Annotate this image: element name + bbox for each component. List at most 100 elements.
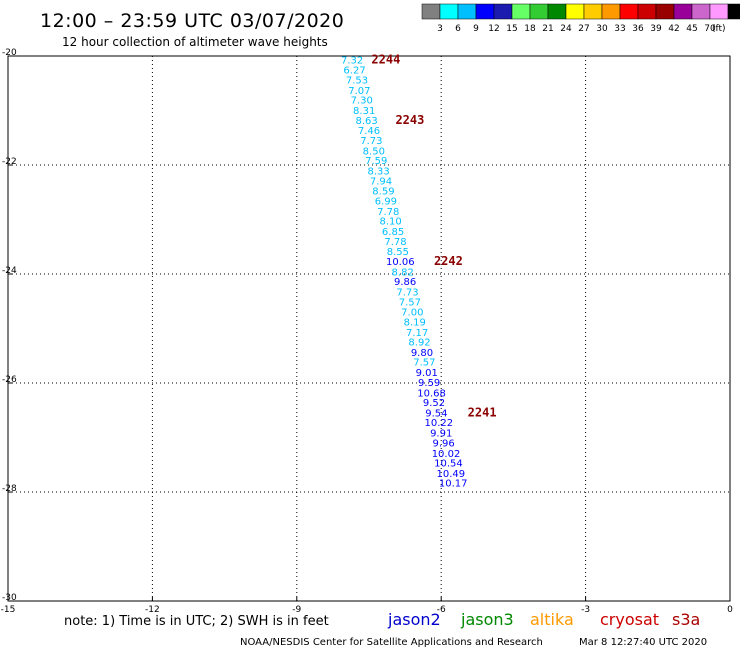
y-tick-label: -22 — [2, 157, 17, 167]
legend-swatch — [547, 3, 567, 20]
pass-number-label: 2242 — [434, 254, 463, 268]
satellite-label-altika: altika — [530, 610, 574, 629]
y-tick-label: -30 — [2, 593, 17, 603]
wave-height-label: 10.68 — [417, 388, 446, 399]
wave-height-label: 10.02 — [432, 449, 461, 460]
legend-label: 36 — [632, 24, 644, 34]
wave-height-label: 6.27 — [343, 66, 365, 77]
wave-height-labels: 7.326.277.537.077.308.318.637.467.738.50… — [341, 55, 468, 489]
wave-height-label: 6.85 — [382, 227, 404, 238]
wave-height-label: 8.19 — [404, 317, 426, 328]
wave-height-label: 7.57 — [399, 297, 421, 308]
wave-height-label: 8.63 — [355, 116, 377, 127]
wave-height-label: 8.92 — [408, 338, 430, 349]
y-tick-label: -20 — [2, 48, 17, 58]
wave-height-label: 9.80 — [411, 348, 433, 359]
wave-height-label: 8.33 — [367, 166, 389, 177]
wave-height-label: 10.17 — [439, 479, 468, 490]
wave-height-label: 9.59 — [418, 378, 440, 389]
x-tick-label: -9 — [292, 605, 301, 615]
wave-height-label: 7.73 — [360, 136, 382, 147]
wave-height-label: 8.82 — [392, 267, 414, 278]
legend-swatch — [655, 3, 675, 20]
legend-label: 21 — [542, 24, 553, 34]
wave-height-label: 8.55 — [387, 247, 409, 258]
y-tick-label: -26 — [2, 375, 17, 385]
wave-height-label: 7.32 — [341, 55, 363, 66]
legend-label: 12 — [488, 24, 499, 34]
satellite-label-jason2: jason2 — [387, 610, 441, 629]
wave-height-label: 10.22 — [424, 418, 453, 429]
wave-height-label: 7.78 — [384, 237, 406, 248]
wave-height-label: 9.86 — [394, 277, 416, 288]
satellite-legend: jason2 jason3 altika cryosat s3a — [387, 610, 700, 629]
legend-swatch — [583, 3, 603, 20]
wave-height-label: 8.10 — [380, 217, 402, 228]
y-tick-label: -24 — [2, 266, 17, 276]
color-scale-legend: 3 6 9 12 15 18 21 24 27 30 33 36 39 42 45 70 — [421, 3, 740, 34]
plot-grid — [8, 56, 730, 601]
wave-height-label: 7.17 — [406, 328, 428, 339]
legend-label: 3 — [437, 24, 443, 34]
wave-height-label: 7.30 — [351, 96, 373, 107]
x-tick-label: -15 — [1, 605, 16, 615]
wave-height-label: 10.49 — [437, 469, 466, 480]
wave-height-label: 10.06 — [386, 257, 415, 268]
wave-height-label: 8.31 — [353, 106, 375, 117]
legend-swatch — [727, 3, 740, 20]
wave-height-label: 7.73 — [396, 287, 418, 298]
wave-height-label: 7.59 — [365, 156, 387, 167]
pass-number-label: 2244 — [371, 52, 400, 66]
timestamp: Mar 8 12:27:40 UTC 2020 — [579, 637, 707, 648]
legend-label: 30 — [596, 24, 608, 34]
legend-swatch — [565, 3, 585, 20]
wave-height-label: 7.00 — [401, 308, 423, 319]
satellite-label-jason3: jason3 — [460, 610, 514, 629]
legend-label: 45 — [686, 24, 697, 34]
axis-ticks: -15 -12 -9 -6 -3 0-20-22-24-26-28-30 — [1, 48, 733, 615]
wave-height-label: 9.52 — [423, 398, 445, 409]
x-tick-label: 0 — [727, 605, 733, 615]
legend-swatch — [421, 3, 441, 20]
wave-height-label: 7.46 — [358, 126, 380, 137]
x-tick-label: -12 — [145, 605, 160, 615]
legend-swatch — [511, 3, 531, 20]
wave-height-label: 7.53 — [346, 75, 368, 86]
legend-swatch — [709, 3, 729, 20]
x-tick-label: -6 — [437, 605, 446, 615]
legend-swatch — [691, 3, 711, 20]
wave-height-label: 7.07 — [348, 86, 370, 97]
wave-height-label: 10.54 — [434, 459, 463, 470]
legend-label: 15 — [506, 24, 517, 34]
legend-label: 6 — [455, 24, 461, 34]
pass-number-label: 2243 — [395, 113, 424, 127]
legend-label: 27 — [578, 24, 589, 34]
wave-height-label: 9.54 — [425, 408, 447, 419]
wave-height-label: 8.59 — [372, 187, 394, 198]
wave-height-label: 6.99 — [375, 196, 397, 207]
legend-unit: (ft) — [712, 24, 726, 34]
plot-frame — [7, 55, 731, 602]
wave-height-label: 9.01 — [416, 368, 438, 379]
wave-height-label: 8.50 — [363, 146, 385, 157]
legend-swatch — [493, 3, 513, 20]
legend-swatch — [601, 3, 621, 20]
wave-height-label: 7.57 — [413, 358, 435, 369]
legend-label: 24 — [560, 24, 572, 34]
legend-swatch — [529, 3, 549, 20]
wave-height-label: 7.78 — [377, 207, 399, 218]
footer-note: note: 1) Time is in UTC; 2) SWH is in fe… — [64, 614, 329, 629]
legend-swatch — [439, 3, 459, 20]
pass-number-labels: 2244 2243 2242 2241 — [371, 52, 496, 419]
legend-label: 39 — [650, 24, 662, 34]
legend-label: 33 — [614, 24, 625, 34]
legend-label: 42 — [668, 24, 679, 34]
wave-height-label: 9.96 — [432, 438, 454, 449]
legend-swatch — [457, 3, 477, 20]
x-tick-label: -3 — [581, 605, 590, 615]
credit-line: NOAA/NESDIS Center for Satellite Applica… — [240, 637, 543, 648]
legend-label: 9 — [473, 24, 479, 34]
chart-title: 12:00 – 23:59 UTC 03/07/2020 — [40, 10, 344, 32]
legend-swatch — [673, 3, 693, 20]
